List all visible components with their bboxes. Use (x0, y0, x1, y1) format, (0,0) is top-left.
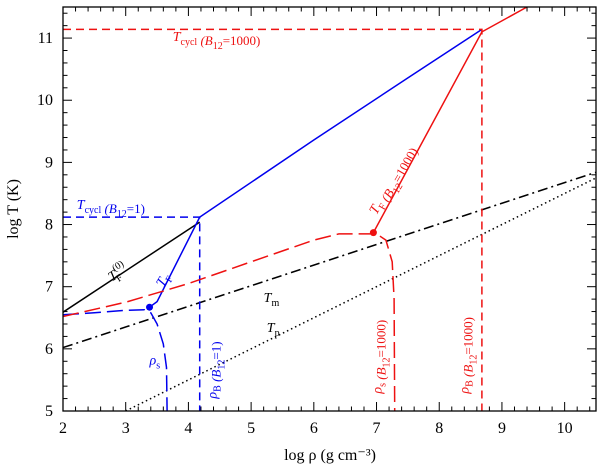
x-tick-label: 10 (557, 420, 573, 437)
annotation-layer: Tcycl (B12=1000) Tcycl (B12=1) TF (B12=100… (77, 30, 480, 399)
marker-point-1 (146, 303, 154, 311)
annotation-tcycl1: Tcycl (B12=1) (77, 198, 145, 220)
x-tick-label: 2 (59, 420, 67, 437)
ticks-layer (62, 7, 596, 412)
annotation-rhob1000: ρB (B12=1000) (458, 317, 480, 395)
annotation-tcycl1000: Tcycl (B12=1000) (173, 30, 261, 52)
series-t-cycl-b12-1000 (63, 28, 483, 411)
annotation-tm: Tm (264, 291, 280, 309)
y-tick-label: 7 (45, 279, 53, 296)
points-layer (146, 229, 377, 311)
series-t-f-b12-1000 (372, 7, 528, 233)
annotation-rhob1: ρB (B12=1) (206, 341, 228, 399)
tick-labels: 2 3 4 5 6 7 8 9 10 5 6 7 8 9 10 11 (37, 30, 573, 437)
y-tick-label: 6 (45, 341, 53, 358)
x-tick-label: 8 (435, 420, 443, 437)
x-tick-label: 3 (122, 420, 130, 437)
annotation-tf1000: TF (B12=1000) (367, 143, 424, 220)
series-t-f-b12-1 (149, 28, 483, 308)
series-rho-s-b12-1000 (63, 233, 396, 411)
annotation-rhos1000: ρs (B12=1000) (371, 320, 393, 395)
x-tick-label: 7 (373, 420, 381, 437)
series-t-f-0 (63, 221, 201, 313)
marker-point-2 (369, 229, 377, 237)
x-tick-label: 9 (498, 420, 506, 437)
series-t-m (63, 171, 596, 349)
annotation-tf0: T(0)F (104, 259, 132, 288)
y-tick-label: 10 (37, 92, 53, 109)
y-tick-label: 8 (45, 217, 53, 234)
plot-frame (62, 6, 597, 412)
x-tick-label: 5 (247, 420, 255, 437)
series-t-p (125, 177, 596, 411)
series-rho-s-b12-1 (63, 308, 168, 411)
y-axis-label: log T (K) (5, 179, 22, 239)
series-t-cycl-b12-1 (63, 216, 201, 411)
x-axis-label: log ρ (g cm⁻³) (284, 447, 376, 464)
y-tick-label: 11 (38, 30, 53, 47)
annotation-rhos1: ρs (149, 353, 161, 371)
annotation-tp: Tp (267, 321, 280, 339)
x-tick-label: 4 (184, 420, 192, 437)
y-tick-label: 9 (45, 154, 53, 171)
x-tick-label: 6 (310, 420, 318, 437)
series-layer (63, 7, 596, 411)
y-tick-label: 5 (45, 403, 53, 420)
